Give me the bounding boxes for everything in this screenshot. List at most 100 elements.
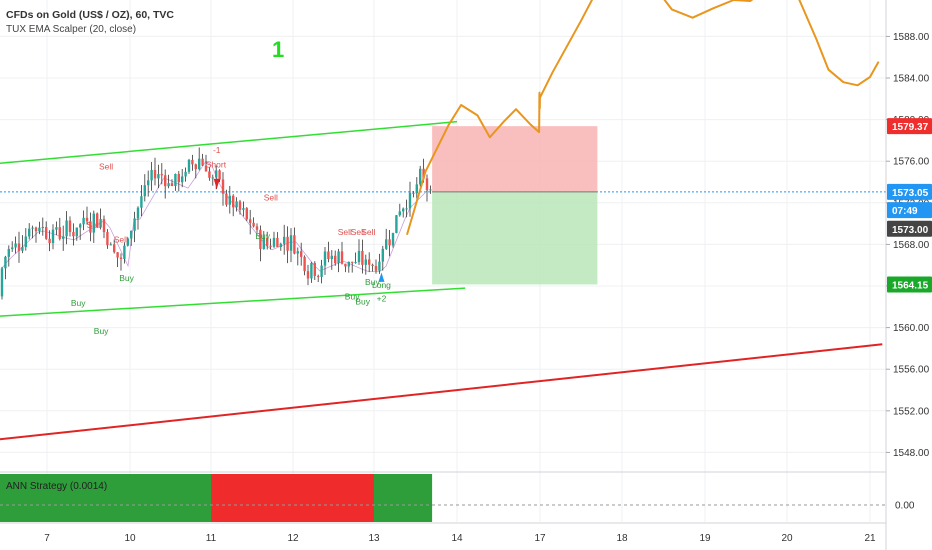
- candle-body: [422, 168, 425, 179]
- candle-body: [194, 164, 197, 170]
- candle-body: [21, 247, 24, 251]
- candle-body: [75, 227, 78, 237]
- x-tick-label: 7: [44, 533, 50, 544]
- candle-body: [303, 256, 306, 272]
- candle-body: [337, 251, 340, 264]
- ann-segment: [374, 474, 433, 522]
- candle-body: [72, 231, 75, 237]
- candle-body: [242, 208, 245, 210]
- candle-body: [45, 227, 48, 239]
- x-tick-label: 10: [124, 533, 136, 544]
- candle-body: [55, 227, 58, 230]
- candle-body: [136, 207, 140, 219]
- signal-label: Sell: [264, 193, 278, 203]
- signal-label: Buy: [355, 297, 370, 307]
- candle-body: [164, 175, 167, 187]
- y-tick-label: 1556.00: [893, 365, 930, 376]
- price-tag: [887, 202, 932, 219]
- signal-label: Buy: [255, 231, 270, 241]
- candle-body: [92, 213, 95, 233]
- y-tick-label: 1584.00: [893, 74, 930, 85]
- candle-body: [34, 227, 38, 232]
- candle-body: [116, 252, 119, 258]
- candle-body: [24, 236, 27, 248]
- candle-body: [181, 176, 184, 183]
- candle-body: [272, 237, 276, 247]
- candle-body: [204, 165, 208, 172]
- x-tick-label: 18: [616, 533, 628, 544]
- candle-body: [334, 255, 337, 264]
- price-axis[interactable]: 1548.001552.001556.001560.001564.001568.…: [885, 0, 930, 550]
- candle-body: [153, 169, 157, 179]
- candle-body: [58, 227, 61, 239]
- short-arrow: [213, 178, 220, 190]
- candle-body: [79, 224, 82, 228]
- candle-body: [4, 256, 7, 269]
- candle-body: [347, 261, 350, 267]
- candle-body: [245, 208, 248, 220]
- candle-body: [354, 262, 357, 264]
- candle-body: [357, 250, 361, 263]
- ann-ytick: 0.00: [895, 501, 915, 512]
- candle-body: [398, 211, 401, 216]
- signal-label: Sell: [351, 227, 365, 237]
- candle-body: [255, 226, 259, 230]
- candle-body: [102, 218, 106, 233]
- candle-body: [368, 259, 371, 265]
- candle-body: [232, 195, 235, 208]
- time-axis[interactable]: 7 10 11 12 13 14 17 18 19 20 21: [0, 522, 886, 544]
- price-tag-label: 07:49: [892, 206, 918, 217]
- candle-body: [38, 227, 41, 232]
- candle-body: [425, 178, 429, 190]
- candle-body: [160, 174, 163, 176]
- signal-label: +2: [377, 294, 387, 304]
- x-tick-label: 21: [864, 533, 876, 544]
- symbol-title[interactable]: CFDs on Gold (US$ / OZ), 60, TVC: [6, 9, 175, 21]
- candle-body: [28, 228, 31, 237]
- red-trendline: [0, 343, 883, 441]
- position-zones[interactable]: [432, 126, 598, 285]
- x-tick-label: 13: [368, 533, 380, 544]
- candle-body: [289, 235, 293, 251]
- candle-body: [259, 229, 262, 250]
- candle-body: [187, 159, 191, 172]
- ann-legend[interactable]: ANN Strategy (0.0014): [6, 481, 108, 492]
- candle-body: [344, 263, 347, 267]
- price-tag: [887, 183, 932, 200]
- y-tick-label: 1548.00: [893, 448, 930, 459]
- candle-body: [221, 179, 225, 194]
- candle-body: [249, 219, 252, 223]
- candle-body: [412, 192, 415, 194]
- candle-body: [286, 236, 289, 251]
- candle-body: [313, 262, 316, 276]
- projection-path: [406, 0, 880, 235]
- candle-body: [218, 170, 221, 180]
- candle-body: [215, 170, 218, 178]
- price-tag: [887, 118, 932, 135]
- channel-upper-line: [0, 120, 458, 164]
- signal-label: Sell: [87, 220, 101, 230]
- indicator-legend[interactable]: TUX EMA Scalper (20, close): [6, 24, 137, 35]
- candle-body: [395, 215, 398, 233]
- candle-body: [157, 174, 160, 179]
- trend-lines[interactable]: [0, 120, 883, 443]
- candle-body: [388, 239, 391, 246]
- x-tick-label: 17: [534, 533, 546, 544]
- price-tag-label: 1573.00: [892, 225, 929, 236]
- candle-body: [174, 173, 177, 186]
- price-tag-label: 1579.37: [892, 122, 929, 133]
- candle-body: [351, 261, 354, 263]
- candle-body: [143, 185, 146, 197]
- price-tag: [887, 276, 932, 293]
- candle-body: [340, 251, 344, 264]
- candle-body: [133, 218, 136, 231]
- projection-drawing[interactable]: [406, 0, 880, 235]
- signal-label: Buy: [71, 298, 86, 308]
- take-profit-zone: [432, 191, 598, 285]
- long-arrow: [378, 272, 385, 282]
- candle-body: [405, 208, 408, 210]
- candle-body: [323, 251, 327, 266]
- candle-body: [320, 265, 323, 277]
- channel-lower-line: [0, 287, 466, 317]
